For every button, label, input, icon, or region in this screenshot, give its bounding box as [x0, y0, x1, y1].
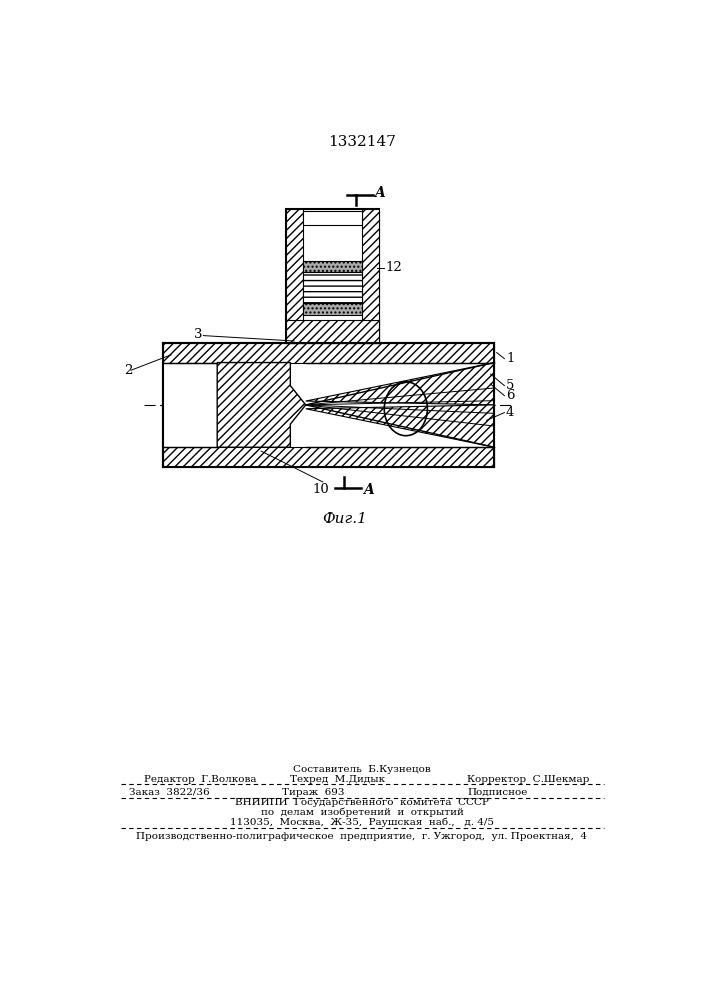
Text: 1332147: 1332147	[328, 135, 396, 149]
Bar	[163, 363, 494, 447]
Text: 113035,  Москва,  Ж-35,  Раушская  наб.,   д. 4/5: 113035, Москва, Ж-35, Раушская наб., д. …	[230, 817, 494, 827]
Text: по  делам  изобретений  и  открытий: по делам изобретений и открытий	[260, 807, 463, 817]
Text: Производственно-полиграфическое  предприятие,  г. Ужгород,  ул. Проектная,  4: Производственно-полиграфическое предприя…	[136, 832, 588, 841]
Text: Редактор  Г.Волкова: Редактор Г.Волкова	[144, 775, 257, 784]
Bar	[286, 209, 379, 343]
Text: A: A	[374, 186, 385, 200]
Bar	[362, 209, 379, 343]
Text: 12: 12	[385, 261, 402, 274]
Text: Техред  М.Дидык: Техред М.Дидык	[291, 775, 385, 784]
Text: 2: 2	[124, 364, 132, 377]
Bar	[286, 209, 303, 343]
Text: 10: 10	[312, 483, 329, 496]
Text: 1: 1	[506, 352, 514, 365]
Bar	[303, 303, 362, 315]
Polygon shape	[217, 363, 305, 447]
Text: Тираж  693: Тираж 693	[282, 788, 345, 797]
Bar	[303, 272, 362, 303]
Text: 6: 6	[506, 389, 515, 402]
Text: Составитель  Б.Кузнецов: Составитель Б.Кузнецов	[293, 765, 431, 774]
Text: Подписное: Подписное	[467, 788, 528, 797]
Text: Фиг.1: Фиг.1	[322, 512, 367, 526]
Text: A: A	[363, 483, 373, 497]
Text: 5: 5	[506, 379, 514, 392]
Polygon shape	[305, 363, 494, 405]
Text: ВНИИПИ  Государственного  комитета  СССР: ВНИИПИ Государственного комитета СССР	[235, 798, 489, 807]
Bar	[303, 261, 362, 272]
Bar	[303, 211, 362, 225]
Text: 4: 4	[506, 406, 514, 419]
Bar	[163, 343, 494, 466]
Bar	[163, 447, 494, 466]
Text: Корректор  С.Шекмар: Корректор С.Шекмар	[467, 775, 590, 784]
Text: Заказ  3822/36: Заказ 3822/36	[129, 788, 209, 797]
Polygon shape	[305, 405, 494, 447]
Text: 3: 3	[194, 328, 203, 341]
Bar	[286, 320, 379, 343]
Bar	[163, 343, 494, 363]
